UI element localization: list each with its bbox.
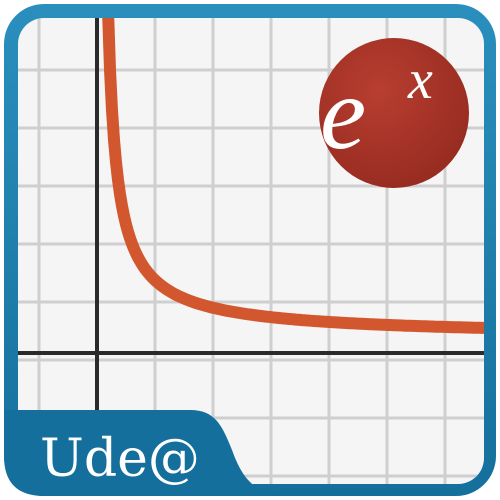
- brand-label: Ude@: [40, 429, 200, 489]
- badge-base: e: [320, 56, 366, 171]
- exponential-badge-icon: e x: [319, 38, 469, 188]
- badge-exponent: x: [407, 49, 433, 111]
